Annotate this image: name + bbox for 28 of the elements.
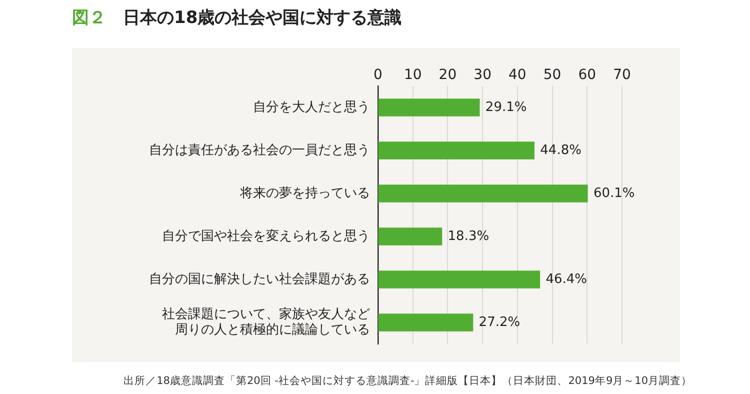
bar [378, 184, 588, 202]
y-tick-label: 将来の夢を持っている [239, 186, 370, 201]
y-tick-label: 自分の国に解決したい社会課題がある [149, 272, 370, 287]
bar [378, 98, 480, 116]
data-label: 60.1% [593, 186, 635, 201]
data-label: 44.8% [540, 142, 582, 158]
x-tick-label: 0 [374, 67, 382, 84]
bar [378, 142, 534, 160]
x-tick-label: 30 [474, 67, 492, 84]
text: 出所／18歳意識調査「第20回 -社会や国に対する意識調査-」詳細版【日本】（日本財団、2019年9月～10月調査） [124, 374, 692, 388]
y-tick-label: 自分で国や社会を変えられると思う [162, 228, 370, 244]
x-tick-label: 40 [508, 67, 526, 84]
x-tick-label: 50 [543, 67, 562, 84]
y-tick-label: 自分を大人だと思う [253, 100, 370, 115]
data-label: 27.2% [478, 314, 520, 330]
bar [378, 228, 442, 246]
bar [378, 314, 474, 332]
x-tick-label: 10 [404, 67, 422, 84]
y-tick-label: 社会課題について、家族や友人など周りの人と積極的に議論している [162, 306, 370, 338]
data-label: 46.4% [546, 272, 588, 287]
y-tick-label: 自分は責任がある社会の一員だと思う [149, 142, 370, 158]
data-label: 18.3% [448, 228, 490, 244]
bar [378, 270, 540, 288]
text: 図２ 日本の18歳の社会や国に対する意識 [72, 7, 402, 29]
x-tick-label: 60 [578, 67, 596, 84]
data-label: 29.1% [485, 100, 527, 115]
x-tick-label: 70 [613, 67, 631, 84]
x-tick-label: 20 [438, 67, 457, 84]
